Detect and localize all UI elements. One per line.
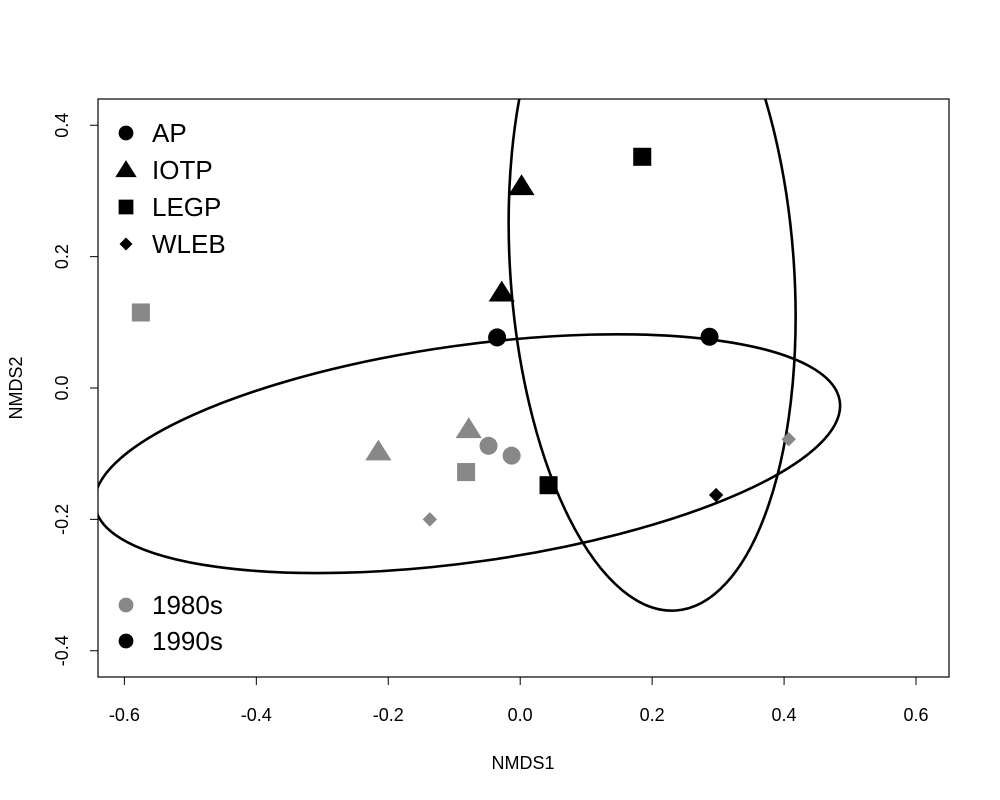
point-legp-1980s <box>131 303 150 322</box>
point-ap-1980s <box>502 446 521 465</box>
x-tick-label: 0.6 <box>903 705 928 725</box>
ellipse-layer <box>98 99 842 612</box>
legend-label-ap: AP <box>152 118 187 148</box>
confidence-ellipse-1980s <box>98 332 842 575</box>
legend-marker-1990s <box>118 633 134 649</box>
legend-label-1990s: 1990s <box>152 626 223 656</box>
point-ap-1990s <box>700 327 719 346</box>
point-iotp-1980s <box>365 439 392 461</box>
y-tick-label: 0.4 <box>52 113 72 138</box>
legend-marker-iotp <box>115 160 137 178</box>
y-axis-label: NMDS2 <box>6 356 26 419</box>
x-tick-label: -0.6 <box>109 705 140 725</box>
point-iotp-1990s <box>488 280 515 302</box>
x-axis-label: NMDS1 <box>491 753 554 773</box>
y-tick-label: 0.2 <box>52 244 72 269</box>
point-iotp-1990s <box>508 174 535 196</box>
point-ap-1980s <box>479 436 498 455</box>
shape-legend: AP IOTP LEGP WLEB <box>115 118 226 259</box>
x-tick-label: -0.2 <box>373 705 404 725</box>
point-ap-1990s <box>488 328 507 347</box>
point-layer <box>131 147 796 527</box>
x-tick-label: -0.4 <box>241 705 272 725</box>
point-wleb-1980s <box>422 512 438 527</box>
point-legp-1990s <box>633 147 652 166</box>
confidence-ellipse-1990s <box>507 99 797 612</box>
y-tick-label: 0.0 <box>52 375 72 400</box>
legend-label-wleb: WLEB <box>152 229 226 259</box>
decade-legend: 1980s 1990s <box>118 590 223 656</box>
x-tick-label: 0.0 <box>508 705 533 725</box>
point-legp-1980s <box>457 463 476 482</box>
legend-marker-wleb <box>119 237 133 251</box>
point-iotp-1980s <box>455 417 482 439</box>
legend-marker-ap <box>118 125 134 141</box>
x-tick-label: 0.2 <box>640 705 665 725</box>
legend-marker-legp <box>118 199 134 215</box>
point-legp-1990s <box>539 476 558 495</box>
x-axis: -0.6 -0.4 -0.2 0.0 0.2 0.4 0.6 <box>109 676 929 725</box>
legend-marker-1980s <box>118 597 134 613</box>
y-tick-label: -0.2 <box>52 504 72 535</box>
legend-label-legp: LEGP <box>152 192 221 222</box>
x-tick-label: 0.4 <box>772 705 797 725</box>
y-tick-label: -0.4 <box>52 635 72 666</box>
legend-label-1980s: 1980s <box>152 590 223 620</box>
y-axis: -0.4 -0.2 0.0 0.2 0.4 <box>52 113 99 666</box>
point-wleb-1980s <box>781 432 796 447</box>
legend-label-iotp: IOTP <box>152 155 213 185</box>
point-wleb-1990s <box>708 487 724 503</box>
